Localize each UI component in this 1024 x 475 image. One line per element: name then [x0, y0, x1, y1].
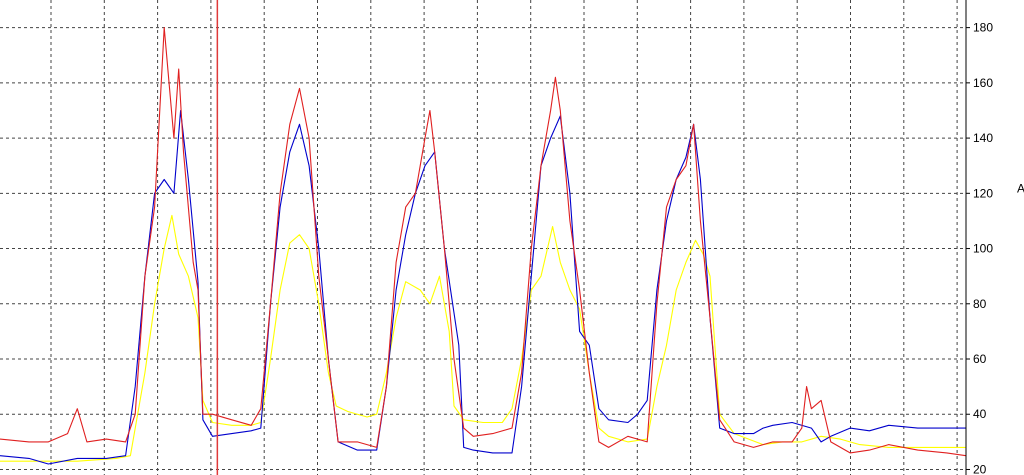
y-tick-label: 140	[973, 131, 993, 145]
series-lines	[0, 27, 967, 465]
y-tick-label: 80	[973, 297, 987, 311]
y-tick-label: 40	[973, 407, 987, 421]
y-axis-ticks: 20 40 60 80 100 120 140 160 180	[966, 21, 993, 475]
y-tick-label: 100	[973, 242, 993, 256]
y-axis-label: A	[1017, 182, 1024, 196]
y-tick-label: 180	[973, 21, 993, 35]
plot-background	[0, 0, 966, 475]
y-tick-label: 20	[973, 462, 987, 475]
y-tick-label: 120	[973, 186, 993, 200]
series-line-2	[0, 109, 966, 465]
grid-lines	[0, 0, 966, 475]
y-tick-label: 160	[973, 76, 993, 90]
y-tick-label: 60	[973, 352, 987, 366]
series-line-3	[0, 27, 967, 457]
